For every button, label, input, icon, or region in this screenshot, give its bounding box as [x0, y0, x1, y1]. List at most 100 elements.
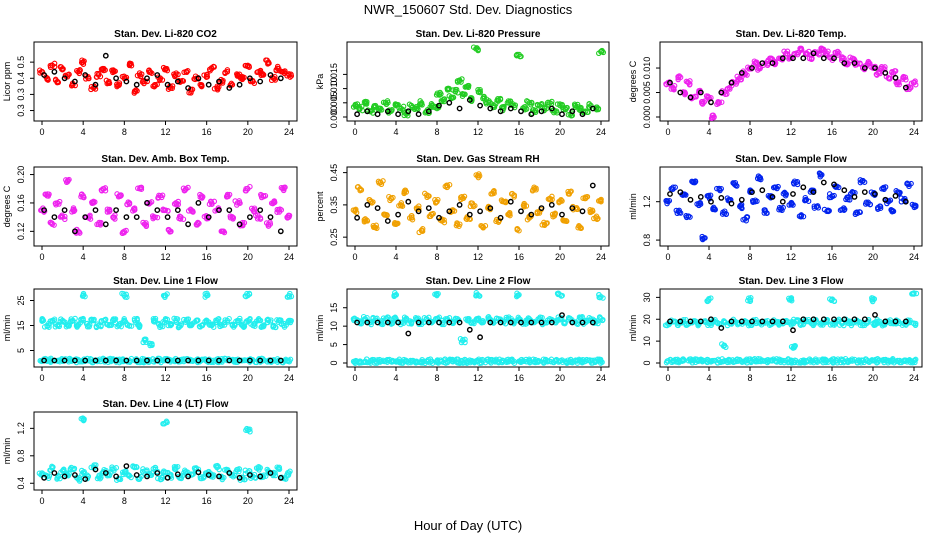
data-point	[359, 103, 365, 110]
data-point	[123, 357, 130, 364]
data-point	[445, 85, 452, 92]
data-point	[122, 294, 128, 300]
data-point	[735, 76, 741, 82]
data-point	[497, 108, 504, 115]
x-tick-label: 8	[747, 127, 752, 137]
data-point	[576, 223, 583, 230]
data-point	[800, 55, 807, 62]
x-tick-label: 12	[160, 252, 170, 262]
data-point	[82, 293, 88, 300]
data-point	[272, 77, 279, 83]
data-point	[407, 318, 413, 324]
plot-frame	[33, 288, 298, 368]
data-point	[597, 315, 603, 321]
data-point	[248, 321, 254, 327]
x-tick-label: 0	[665, 373, 670, 383]
panel-4: Stan. Dev. Amb. Box Temp. degrees C 0 4 8 12 1…	[2, 154, 298, 262]
data-point	[667, 191, 673, 197]
data-point	[723, 211, 729, 218]
series-2	[41, 199, 284, 235]
data-point	[222, 355, 228, 362]
data-point	[881, 186, 887, 193]
y-tick-label: 0.005	[642, 81, 652, 104]
data-point	[749, 65, 755, 71]
x-tick-label: 12	[160, 373, 170, 383]
x-tick-label: 4	[393, 252, 398, 262]
x-tick-label: 8	[122, 496, 127, 506]
data-point	[705, 94, 711, 100]
y-tick-label: 0.12	[16, 223, 26, 241]
data-point	[463, 216, 469, 222]
data-point	[374, 111, 381, 118]
data-point	[593, 319, 600, 325]
data-point	[474, 316, 480, 322]
data-point	[749, 189, 755, 196]
data-point	[544, 101, 551, 108]
data-point	[149, 213, 156, 219]
data-point	[904, 180, 910, 187]
data-point	[909, 201, 916, 208]
data-point	[725, 85, 731, 92]
data-point	[273, 324, 279, 331]
data-point	[580, 195, 586, 201]
data-point	[528, 111, 535, 118]
data-point	[518, 108, 524, 115]
data-point	[110, 214, 116, 220]
data-point	[475, 46, 481, 53]
data-point	[352, 207, 358, 214]
data-point	[589, 182, 596, 189]
data-point	[416, 229, 422, 236]
data-point	[514, 290, 520, 297]
x-tick-label: 4	[393, 127, 398, 137]
data-point	[435, 290, 441, 297]
data-point	[161, 319, 168, 326]
data-point	[61, 207, 68, 214]
data-point	[677, 74, 684, 81]
data-point	[51, 63, 58, 70]
series-4	[41, 357, 284, 364]
data-point	[902, 198, 909, 205]
data-point	[243, 319, 249, 326]
data-point	[271, 199, 278, 206]
data-point	[62, 213, 68, 220]
data-point	[787, 55, 794, 61]
data-point	[541, 219, 547, 226]
data-point	[53, 202, 59, 208]
data-point	[872, 65, 878, 71]
data-point	[462, 339, 468, 346]
series-1	[350, 313, 606, 346]
data-point	[185, 208, 192, 214]
data-point	[165, 322, 172, 329]
data-point	[683, 192, 689, 198]
panel-title: Stan. Dev. Sample Flow	[735, 154, 847, 165]
data-point	[589, 105, 596, 112]
data-point	[820, 316, 827, 323]
data-point	[548, 201, 555, 208]
data-point	[892, 192, 899, 199]
y-axis-label: ml/min	[2, 438, 12, 465]
y-axis-label: ml/min	[628, 193, 638, 220]
data-point	[401, 314, 408, 321]
data-point	[473, 358, 479, 364]
series-2	[354, 97, 596, 118]
data-point	[559, 312, 565, 318]
data-point	[61, 357, 68, 364]
data-point	[216, 207, 222, 214]
data-point	[357, 186, 363, 192]
data-point	[72, 315, 78, 322]
data-point	[863, 199, 870, 206]
x-axis-label: Hour of Day (UTC)	[413, 518, 523, 533]
data-point	[893, 188, 899, 194]
data-point	[553, 108, 560, 114]
panel-7: Stan. Dev. Line 1 Flow ml/min 0 4 8 12 16 20 24 5…	[2, 276, 298, 383]
x-tick-label: 20	[555, 252, 565, 262]
data-point	[41, 72, 47, 78]
data-point	[810, 189, 817, 196]
x-tick-label: 16	[514, 373, 524, 383]
data-point	[477, 334, 483, 341]
data-point	[507, 198, 514, 205]
data-point	[226, 191, 233, 198]
y-tick-label: 0.16	[16, 194, 26, 212]
data-point	[112, 316, 119, 322]
data-point	[557, 317, 563, 323]
